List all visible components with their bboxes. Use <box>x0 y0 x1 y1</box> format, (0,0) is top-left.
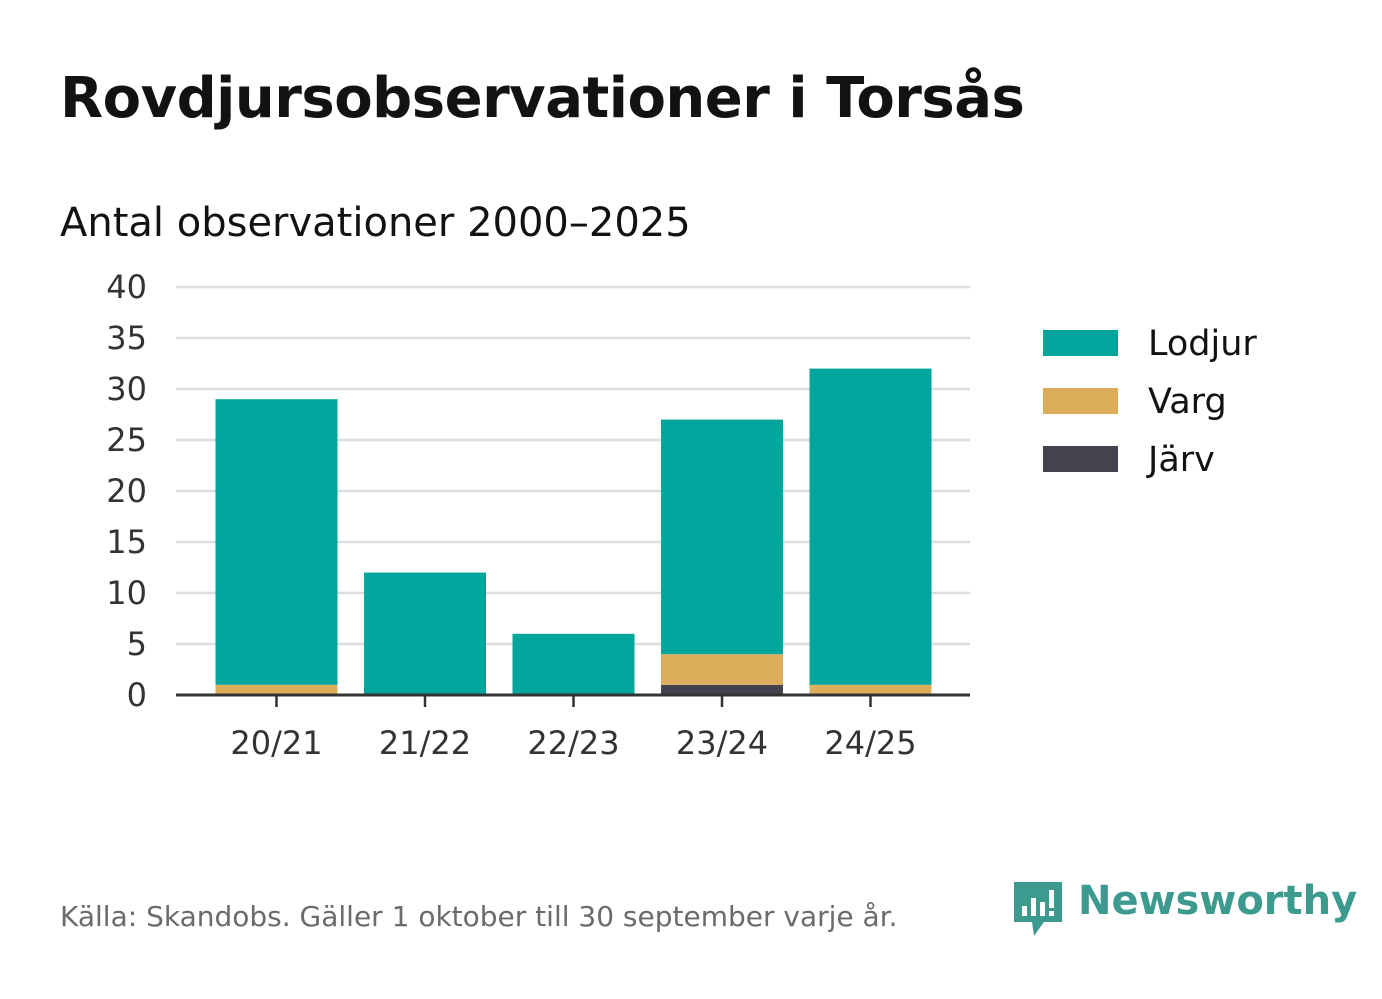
y-tick-label: 5 <box>127 625 147 663</box>
y-tick-label: 0 <box>127 676 147 714</box>
legend-swatch-jarv <box>1043 446 1118 472</box>
y-tick-label: 20 <box>106 472 147 510</box>
bar-lodjur-23-24 <box>661 419 783 655</box>
chart-subtitle: Antal observationer 2000–2025 <box>60 200 691 246</box>
bar-varg-20-21 <box>215 684 338 695</box>
bar-varg-23-24 <box>661 654 783 685</box>
legend-label-lodjur: Lodjur <box>1148 324 1257 364</box>
source-note: Källa: Skandobs. Gäller 1 oktober till 3… <box>60 900 898 933</box>
bar-varg-24-25 <box>809 684 932 695</box>
bars <box>215 368 932 695</box>
legend-label-varg: Varg <box>1148 382 1227 422</box>
legend-swatch-varg <box>1043 388 1118 414</box>
y-tick-label: 15 <box>106 523 147 561</box>
x-axis-ticks: 20/21 21/22 22/23 23/24 24/25 <box>230 695 917 762</box>
bar-lodjur-24-25 <box>809 368 932 685</box>
legend-label-jarv: Järv <box>1146 440 1215 480</box>
x-tick-label: 22/23 <box>527 724 619 762</box>
bar-jarv-23-24 <box>661 684 783 695</box>
y-tick-label: 10 <box>106 574 147 612</box>
chart-title: Rovdjursobservationer i Torsås <box>60 66 1025 131</box>
bar-lodjur-22-23 <box>512 633 635 695</box>
x-tick-label: 20/21 <box>230 724 322 762</box>
y-tick-label: 30 <box>106 370 147 408</box>
legend-swatch-lodjur <box>1043 330 1118 356</box>
bar-lodjur-20-21 <box>215 399 338 685</box>
y-tick-label: 25 <box>106 421 147 459</box>
newsworthy-logo-icon <box>1014 882 1062 936</box>
brand-name: Newsworthy <box>1078 878 1358 924</box>
legend: Lodjur Varg Järv <box>1043 324 1257 480</box>
bar-lodjur-21-22 <box>364 572 486 695</box>
y-tick-label: 35 <box>106 319 147 357</box>
x-tick-label: 21/22 <box>379 724 471 762</box>
x-tick-label: 24/25 <box>824 724 916 762</box>
y-axis-ticks: 0 5 10 15 20 25 30 35 40 <box>106 268 147 714</box>
y-tick-label: 40 <box>106 268 147 306</box>
x-tick-label: 23/24 <box>676 724 768 762</box>
